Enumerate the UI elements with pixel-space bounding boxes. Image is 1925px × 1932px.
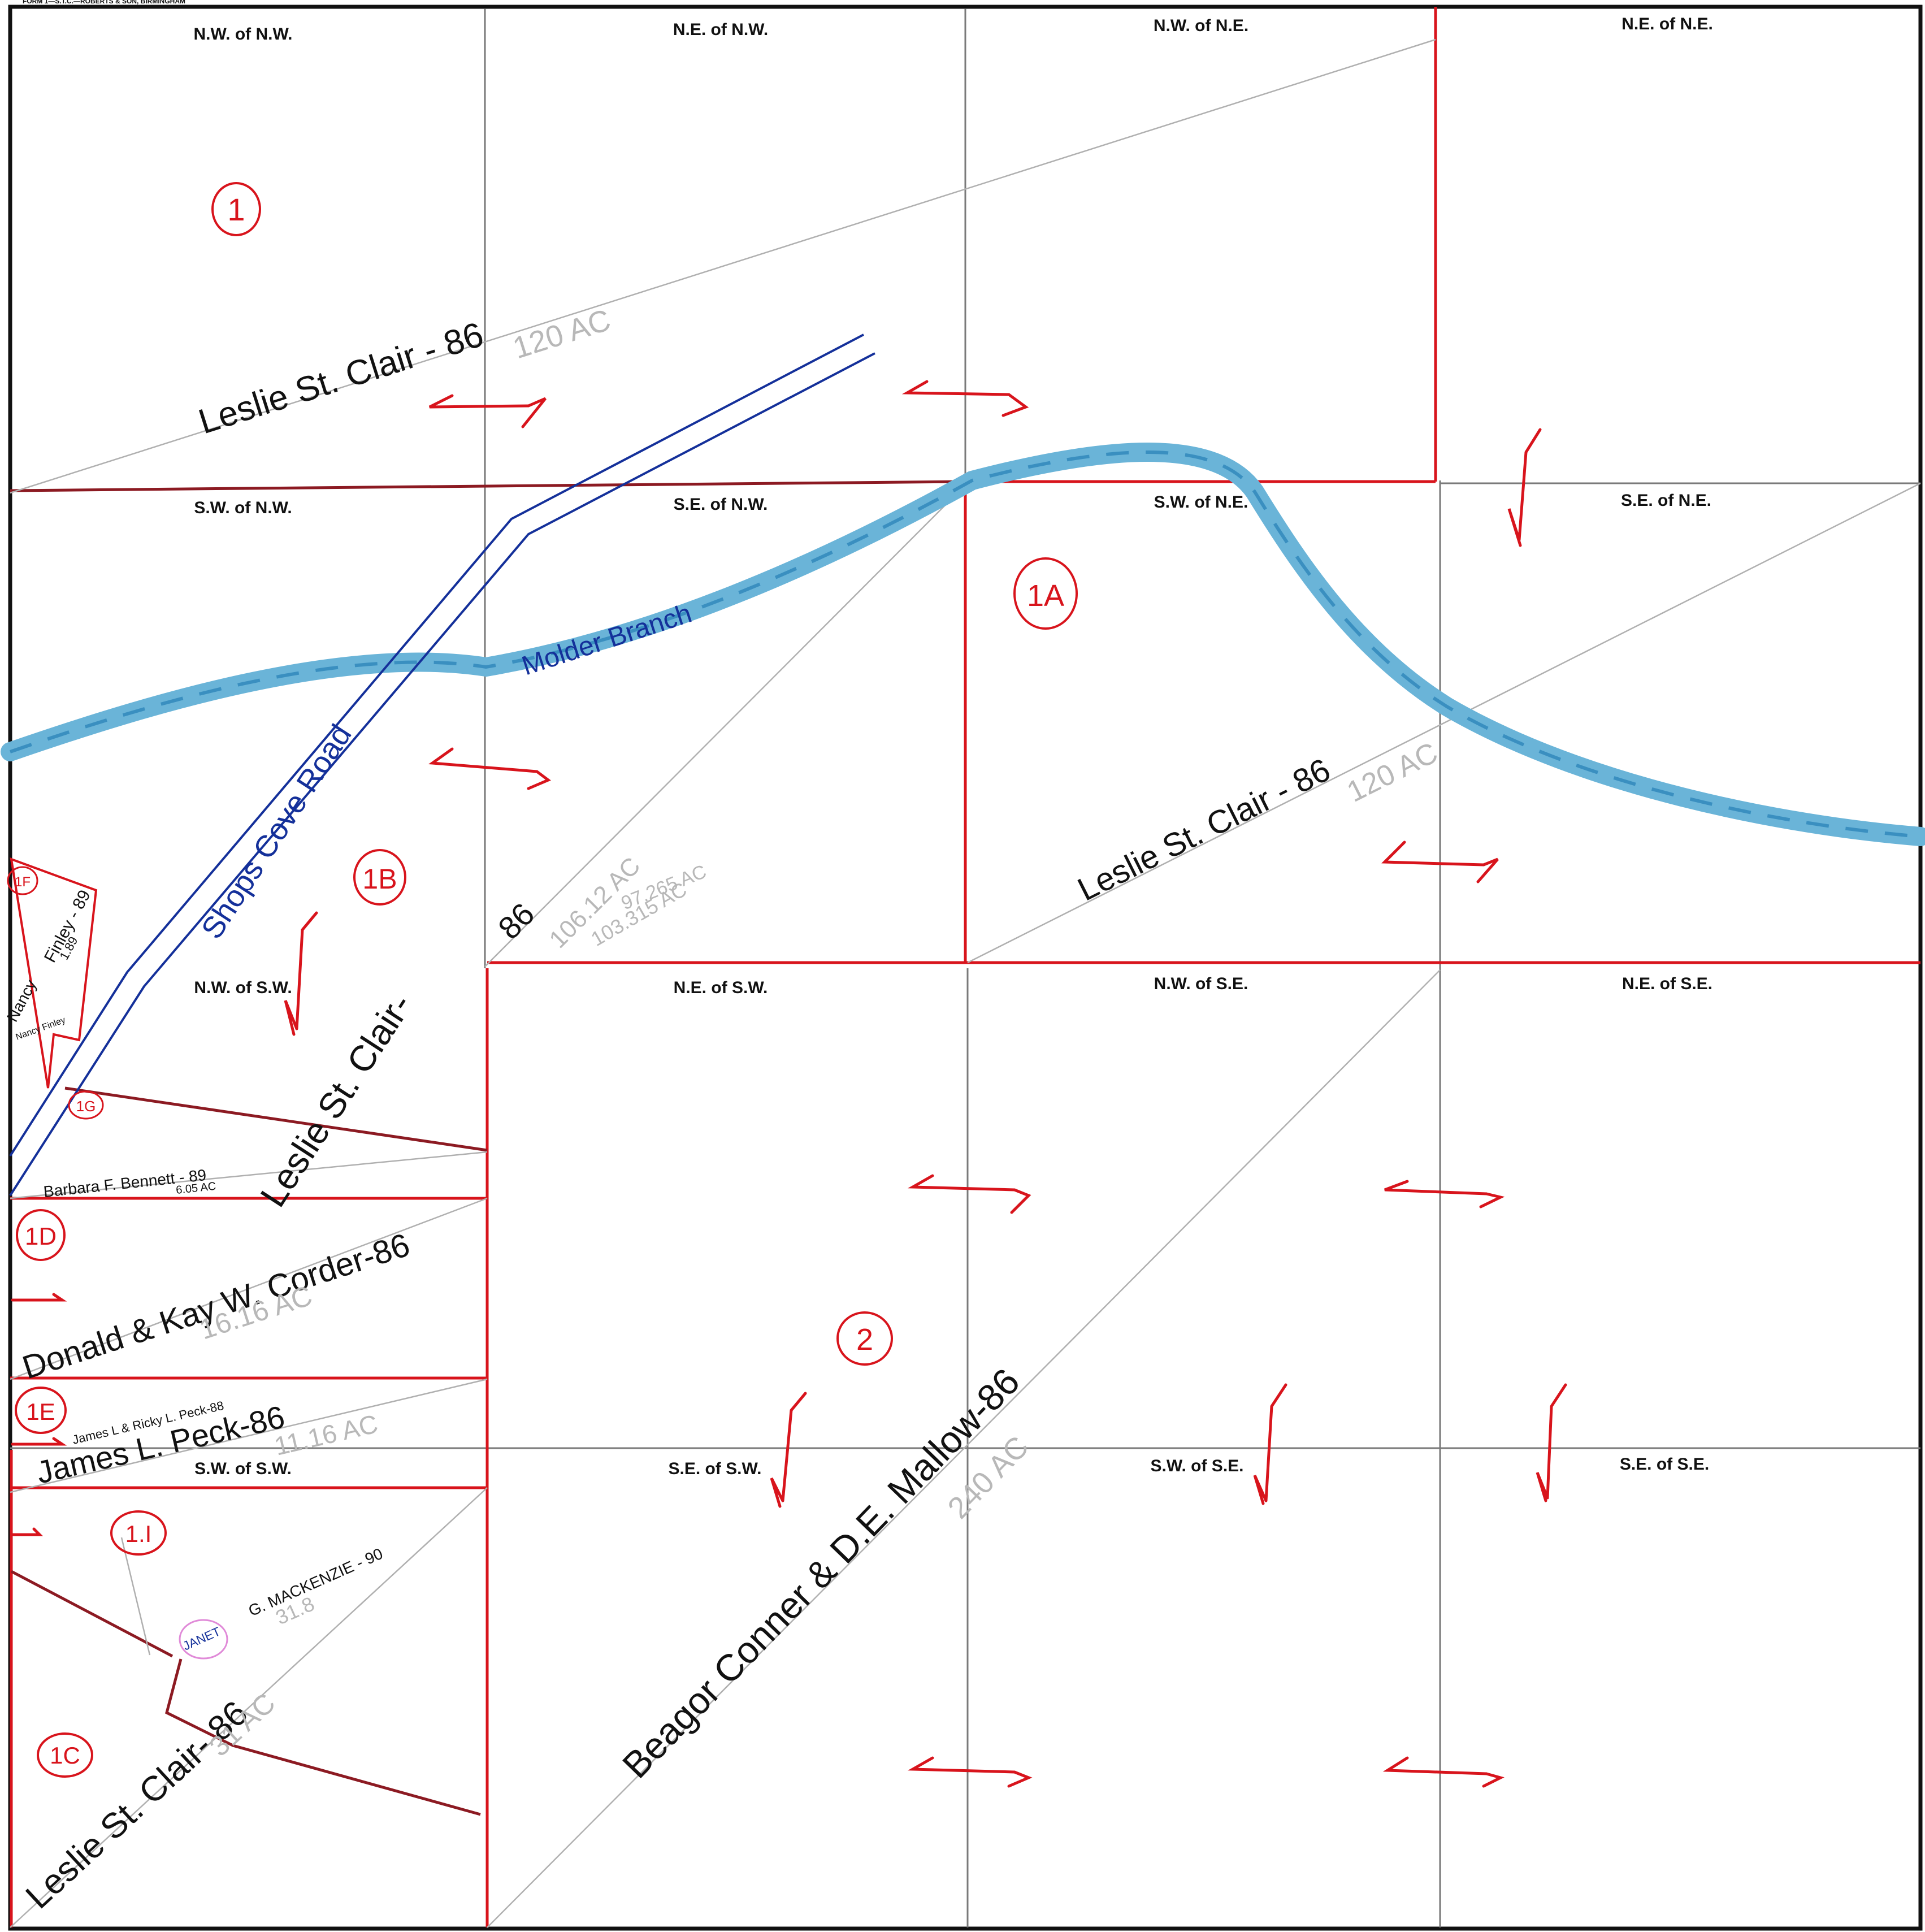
parcel-1-marker: 1 — [211, 182, 261, 236]
parcel-1e-id: 1E — [26, 1398, 55, 1425]
acreage-leslie-nw: 120 AC — [509, 303, 614, 366]
owner-leslie-nw: Leslie St. Clair - 86 — [194, 315, 488, 441]
v-arrow — [1507, 428, 1542, 547]
owner-leslie-mid: Leslie St. Clair- — [252, 986, 420, 1214]
v-arrow — [284, 911, 318, 1036]
label-sw-of-se: S.W. of S.E. — [1150, 1457, 1243, 1475]
parcel-1g-id: 1G — [76, 1098, 96, 1115]
owner-conner: Beagor Conner & D.E. Mallow-86 — [614, 1360, 1027, 1786]
parcel-1a-marker: 1A — [1013, 557, 1078, 630]
h-arrow — [428, 394, 547, 428]
h-arrow — [1384, 1180, 1505, 1208]
owner-janet: JANET — [181, 1624, 223, 1653]
quarter-grid — [10, 8, 1920, 1927]
parcel-1c-id: 1C — [50, 1742, 80, 1769]
label-nw-of-nw: N.W. of N.W. — [194, 25, 293, 44]
parcel-1b-id: 1B — [362, 863, 397, 895]
road-label: Shops Cove Road — [195, 718, 358, 945]
h-arrow — [901, 380, 1029, 417]
parcel-1e-marker: 1E — [15, 1387, 67, 1434]
owner-leslie-mid-year: 86 — [491, 896, 541, 946]
h-arrow — [1381, 841, 1499, 883]
parcel-1f-outline — [10, 857, 98, 1089]
acreage-peck: 11.16 AC — [272, 1409, 381, 1461]
label-nw-of-ne: N.W. of N.E. — [1154, 16, 1248, 35]
label-ne-of-sw: N.E. of S.W. — [674, 978, 768, 997]
parcel-ids: 1 1A 1B 1C 1D 1E 1F 1G — [7, 182, 1078, 1778]
form-header: FORM 1—S.T.C.—ROBERTS & SON, BIRMINGHAM — [23, 0, 185, 5]
h-arrow — [1382, 1756, 1505, 1788]
h-arrow — [908, 1756, 1033, 1788]
h-arrow — [428, 747, 551, 790]
v-arrow — [1536, 1383, 1567, 1502]
label-sw-of-ne: S.W. of N.E. — [1154, 493, 1248, 512]
h-arrow — [11, 1527, 44, 1536]
label-ne-of-ne: N.E. of N.E. — [1621, 15, 1713, 33]
parcel-1i-marker: 1.I — [110, 1510, 167, 1556]
section-frame — [8, 5, 1923, 1931]
label-ne-of-se: N.E. of S.E. — [1622, 974, 1712, 993]
parcel-1d-marker: 1D — [16, 1209, 66, 1261]
parcel-boundaries-dark — [10, 480, 964, 1816]
label-se-of-ne: S.E. of N.E. — [1621, 491, 1711, 510]
diagonal-lines — [10, 38, 1921, 1928]
parcel-1-id: 1 — [227, 192, 245, 227]
parcel-1g-marker: 1G — [68, 1090, 104, 1120]
parcel-2-id: 2 — [856, 1323, 873, 1357]
parcel-boundaries — [10, 7, 1920, 1927]
v-arrow — [1253, 1383, 1287, 1505]
label-sw-of-nw: S.W. of N.W. — [194, 499, 292, 517]
parcel-1f-id: 1F — [15, 874, 31, 890]
owner-corder: Donald & Kay W. Corder-86 — [18, 1226, 414, 1386]
v-arrow — [770, 1392, 807, 1508]
label-sw-of-sw: S.W. of S.W. — [194, 1459, 292, 1478]
parcel-1b-marker: 1B — [353, 849, 406, 906]
parcel-1f-marker: 1F — [7, 866, 38, 895]
label-nw-of-sw: N.W. of S.W. — [194, 978, 292, 997]
parcel-2-marker: 2 — [836, 1311, 893, 1366]
parcel-1i-id: 1.I — [125, 1521, 152, 1547]
parcel-1c-marker: 1C — [37, 1732, 93, 1778]
h-arrow — [908, 1174, 1031, 1214]
parcel-1d-id: 1D — [25, 1223, 57, 1250]
acreage-leslie-ne: 120 AC — [1342, 736, 1442, 808]
owner-leslie-ne: Leslie St. Clair - 86 — [1072, 751, 1336, 908]
label-ne-of-nw: N.E. of N.W. — [673, 20, 768, 39]
janet-stamp — [179, 1619, 228, 1660]
quarter-labels: N.W. of N.W. N.E. of N.W. N.W. of N.E. N… — [194, 15, 1713, 1478]
label-se-of-se: S.E. of S.E. — [1620, 1455, 1709, 1474]
creek-centerline — [10, 450, 1921, 838]
bearing-arrows — [11, 380, 1567, 1788]
h-arrow — [11, 1293, 67, 1302]
h-arrow — [11, 1437, 67, 1446]
creek-label: Molder Branch — [518, 599, 695, 682]
road-shops-cove — [9, 333, 875, 1197]
label-se-of-nw: S.E. of N.W. — [674, 495, 768, 514]
parcel-1a-id: 1A — [1027, 579, 1064, 613]
label-se-of-sw: S.E. of S.W. — [668, 1459, 761, 1478]
label-nw-of-se: N.W. of S.E. — [1154, 974, 1248, 993]
